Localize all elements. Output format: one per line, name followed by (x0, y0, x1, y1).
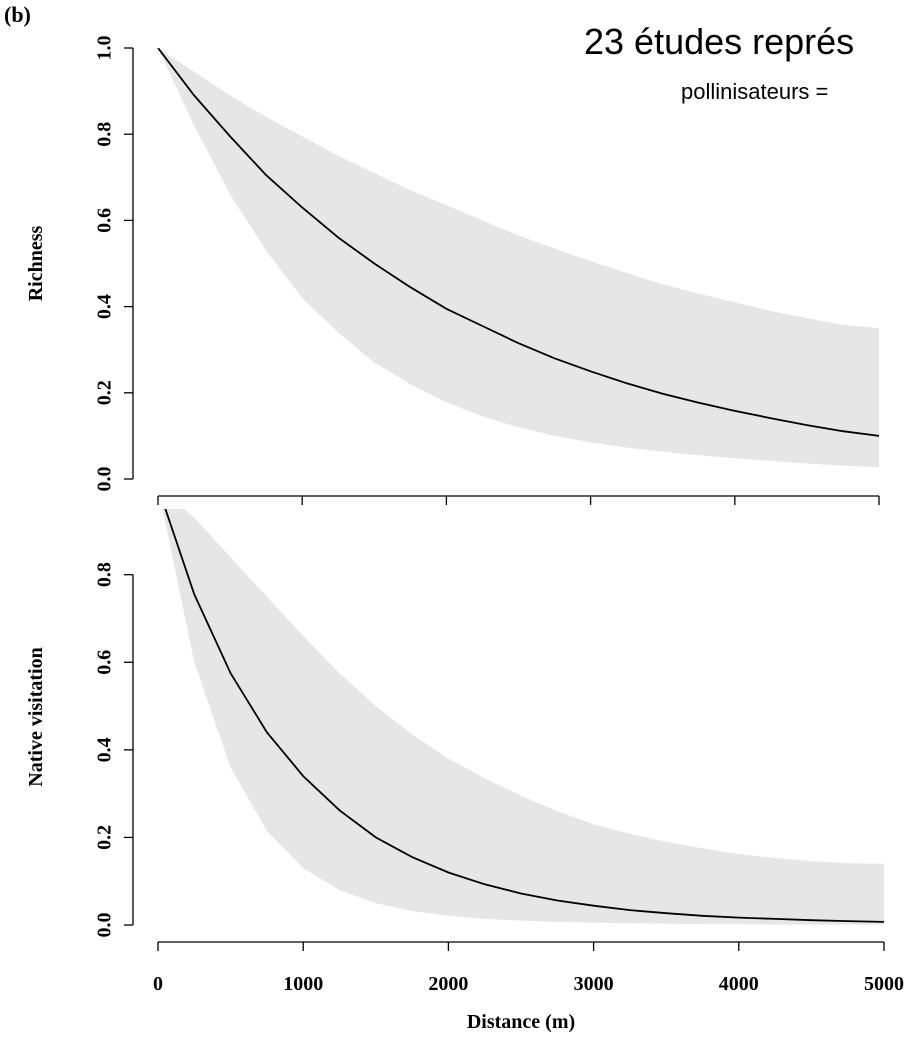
y-axis-label: Richness (25, 226, 47, 302)
y-tick-label: 0.8 (94, 122, 116, 147)
overlay-subtitle: pollinisateurs = (681, 79, 828, 104)
y-tick-label: 0.0 (94, 913, 116, 938)
x-tick-label: 4000 (719, 973, 759, 995)
fitted-curve (157, 48, 880, 437)
richness-chart: 0.0 0.2 0.4 0.6 0.8 1.0 Richness (25, 36, 880, 505)
y-tick-label: 0.2 (94, 380, 116, 405)
y-tick-label: 0.0 (94, 467, 116, 492)
native-visitation-chart: 0.0 0.2 0.4 0.6 0.8 Native visitation 0 1000 200… (25, 509, 904, 1033)
x-tick-label: 1000 (283, 973, 323, 995)
y-axis-label: Native visitation (25, 647, 47, 786)
y-tick-label: 0.8 (94, 562, 116, 587)
x-tick-label: 3000 (574, 973, 614, 995)
y-tick-label: 0.6 (94, 650, 116, 675)
x-tick-label: 2000 (428, 973, 468, 995)
y-tick-label: 0.4 (94, 294, 116, 319)
x-tick-label: 5000 (864, 973, 904, 995)
y-tick-label: 0.6 (94, 208, 116, 233)
panel-label: (b) (4, 2, 31, 27)
y-tick-label: 0.4 (94, 737, 116, 762)
x-tick-label: 0 (153, 973, 163, 995)
y-tick-label: 1.0 (94, 36, 116, 61)
confidence-band (162, 509, 884, 925)
x-axis-label: Distance (m) (467, 1011, 575, 1033)
overlay-title: 23 études représ (584, 21, 854, 62)
fitted-curve (164, 509, 885, 923)
y-tick-label: 0.2 (94, 825, 116, 850)
confidence-band (158, 48, 879, 468)
